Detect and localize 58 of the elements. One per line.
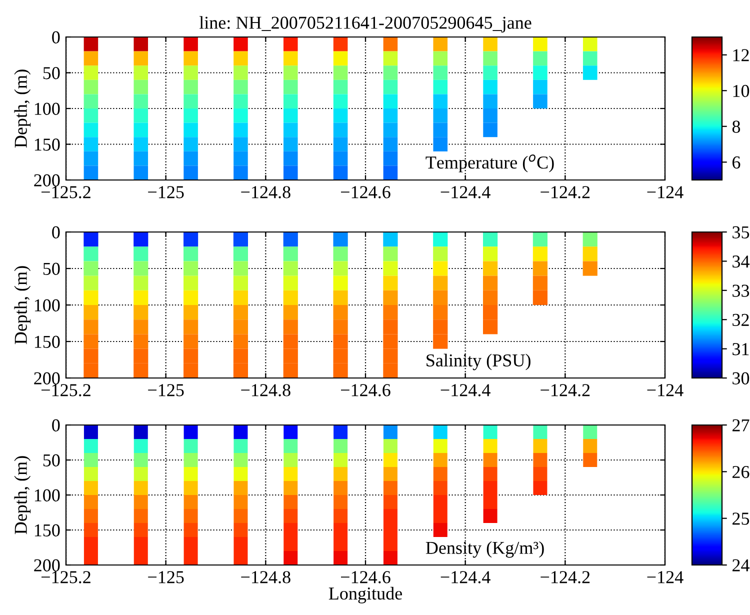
y-tick-label: 100 (34, 489, 60, 502)
y-tick-label: 50 (43, 67, 60, 80)
x-tick-label: −124 (647, 571, 684, 584)
x-tick-label: −125 (148, 186, 184, 198)
color-bar-label: 35 (732, 226, 750, 238)
color-bar-label: 34 (732, 256, 750, 268)
y-axis-title: Depth, (m) (14, 266, 31, 344)
x-tick-label: −124 (647, 384, 684, 396)
x-tick-label: −124.4 (440, 384, 490, 396)
x-tick-label: −124.8 (241, 384, 290, 396)
y-tick-label: 50 (43, 262, 60, 275)
y-tick-label: 150 (34, 524, 60, 536)
x-tick-label: −124.6 (340, 571, 390, 584)
y-tick-label: 200 (34, 559, 60, 572)
annotation: Density (Kg/m³) (426, 541, 544, 558)
x-tick-label: −124.2 (540, 384, 590, 396)
color-bar-label: 10 (733, 84, 750, 98)
x-tick-label: −124.2 (540, 571, 590, 584)
y-axis-title: Depth, (m) (14, 70, 31, 148)
y-tick-label: 0 (52, 419, 60, 432)
x-tick-label: −124 (647, 186, 684, 198)
annotation: Salinity (PSU) (426, 354, 530, 370)
color-bar-label: 25 (732, 512, 750, 525)
chart-title: line: NH_200705211641-200705290645_jane (199, 16, 532, 33)
y-axis-title: Depth, (m) (14, 456, 31, 534)
y-tick-label: 0 (52, 226, 60, 238)
x-tick-label: −125.2 (41, 186, 90, 198)
color-bar-label: 27 (732, 419, 750, 432)
x-tick-label: −124.6 (340, 384, 390, 396)
color-bar-label: 12 (733, 49, 749, 62)
x-tick-label: −124.4 (440, 571, 490, 584)
x-tick-label: −124.6 (340, 186, 390, 198)
color-bar-label: 30 (732, 372, 750, 384)
color-bar-label: 31 (732, 343, 749, 356)
annotation: Temperature ($^{o}$C) (426, 154, 554, 172)
x-tick-label: −124.2 (540, 186, 590, 198)
x-tick-label: −124.4 (440, 186, 490, 198)
color-bar-label: 8 (732, 120, 740, 133)
x-tick-label: −125 (148, 571, 184, 584)
x-tick-label: −125 (148, 384, 184, 396)
y-tick-label: 50 (43, 454, 60, 466)
color-bar-label: 24 (732, 559, 750, 572)
y-tick-label: 200 (34, 174, 60, 186)
x-tick-label: −124.8 (241, 186, 290, 198)
y-tick-label: 200 (34, 372, 60, 384)
y-tick-label: 0 (52, 31, 60, 44)
color-bar-label: 26 (732, 466, 750, 478)
color-bar-label: 33 (732, 284, 750, 297)
x-tick-label: −125.2 (41, 571, 90, 584)
y-tick-label: 100 (34, 299, 60, 312)
color-bar-label: 32 (732, 314, 749, 326)
y-tick-label: 100 (34, 102, 60, 115)
x-tick-label: −125.2 (41, 384, 90, 396)
x-axis-title: Longitude (328, 586, 402, 604)
x-tick-label: −124.8 (241, 571, 290, 584)
y-tick-label: 150 (34, 138, 60, 151)
y-tick-label: 150 (34, 336, 60, 348)
color-bar-label: 6 (732, 156, 740, 169)
